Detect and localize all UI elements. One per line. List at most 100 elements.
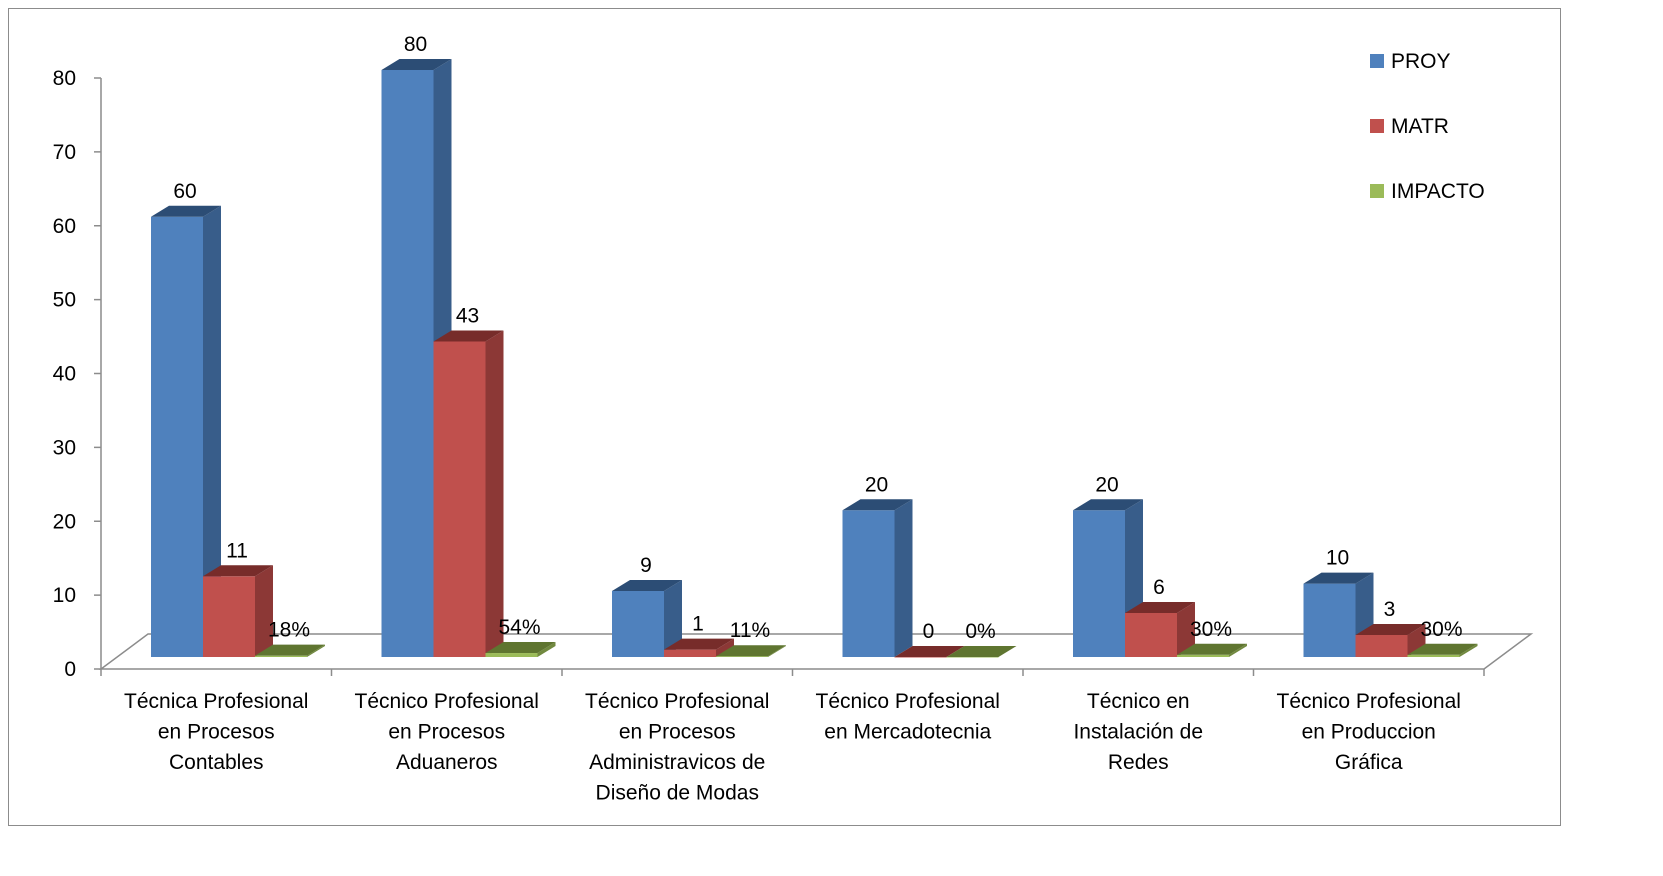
data-label-matr: 43 bbox=[456, 304, 479, 327]
category-label-line: Gráfica bbox=[1335, 751, 1403, 774]
y-tick-label: 70 bbox=[53, 141, 76, 164]
bar-matr bbox=[433, 341, 486, 657]
bar-top-impacto bbox=[946, 646, 1017, 657]
data-label-matr: 1 bbox=[692, 613, 704, 636]
bar-side-proy bbox=[894, 499, 913, 657]
bar-side-impacto bbox=[537, 642, 556, 657]
category-label: Técnico Profesional en Mercadotecnia bbox=[816, 690, 1000, 744]
y-tick-label: 20 bbox=[53, 510, 76, 533]
bar-top-impacto bbox=[1177, 643, 1247, 655]
data-label-proy: 20 bbox=[865, 473, 888, 496]
data-label-impacto: 30% bbox=[1190, 618, 1232, 641]
data-label-impacto: 54% bbox=[498, 616, 540, 639]
y-tick-label: 0 bbox=[64, 658, 76, 681]
legend-swatch-matr bbox=[1370, 119, 1384, 133]
data-label-impacto: 11% bbox=[730, 619, 770, 642]
y-tick-label: 10 bbox=[53, 584, 76, 607]
legend-swatch-impacto bbox=[1370, 184, 1384, 198]
category-label: Técnico Profesional en Procesos Aduaneros bbox=[355, 690, 539, 774]
legend-label-matr: MATR bbox=[1391, 115, 1449, 138]
category-label-line: Técnico Profesional bbox=[1277, 690, 1461, 713]
bar-top-matr bbox=[433, 330, 504, 342]
bar-proy bbox=[1073, 510, 1125, 657]
bar-side-impacto bbox=[307, 644, 325, 657]
bar-matr bbox=[664, 649, 716, 657]
category-label-line: Técnico Profesional bbox=[585, 690, 769, 713]
bar-side-impacto bbox=[768, 645, 786, 657]
y-tick-label: 50 bbox=[53, 289, 76, 312]
category-label-line: en Produccion bbox=[1302, 721, 1436, 744]
bar-top-proy bbox=[842, 499, 913, 511]
legend-label-impacto: IMPACTO bbox=[1391, 180, 1485, 203]
bar-top-matr bbox=[1355, 623, 1426, 635]
bar-side-impacto bbox=[1459, 643, 1478, 657]
data-label-impacto: 0% bbox=[965, 620, 995, 643]
bar-proy bbox=[381, 70, 434, 657]
bar-proy bbox=[842, 510, 895, 657]
bar-matr bbox=[1125, 612, 1177, 657]
bar-side-matr bbox=[255, 565, 273, 657]
bar-top-matr bbox=[664, 638, 734, 650]
data-label-proy: 80 bbox=[404, 33, 427, 56]
data-label-proy: 60 bbox=[173, 180, 196, 203]
y-tick-label: 60 bbox=[53, 215, 76, 238]
data-label-proy: 9 bbox=[640, 554, 652, 577]
bar-side-impacto bbox=[1229, 643, 1247, 657]
category-label-line: Técnico Profesional bbox=[816, 690, 1000, 713]
category-label: Técnico Profesional en Produccion Gráfica bbox=[1277, 690, 1461, 774]
bar-impacto bbox=[1407, 654, 1460, 657]
data-label-proy: 10 bbox=[1326, 547, 1349, 570]
bar-proy bbox=[151, 216, 203, 657]
y-tick-label: 30 bbox=[53, 436, 76, 459]
bar-side-matr bbox=[1177, 601, 1195, 657]
category-label-line: Técnico Profesional bbox=[355, 690, 539, 713]
category-label-line: en Procesos bbox=[388, 721, 505, 744]
bar-side-matr bbox=[716, 638, 734, 657]
data-label-matr: 11 bbox=[226, 539, 248, 562]
category-label-line: Contables bbox=[169, 751, 264, 774]
bar-top-proy bbox=[1303, 572, 1374, 584]
bar-top-proy bbox=[1073, 499, 1143, 511]
y-tick-label: 80 bbox=[53, 67, 76, 90]
bar-impacto bbox=[946, 657, 999, 658]
category-label-line: en Procesos bbox=[158, 721, 275, 744]
data-label-impacto: 30% bbox=[1420, 618, 1462, 641]
bar-top-proy bbox=[151, 205, 221, 217]
bar-proy bbox=[612, 590, 664, 657]
category-label-line: Aduaneros bbox=[396, 751, 498, 774]
category-label: Técnico Profesional en Procesos Administra… bbox=[585, 690, 769, 805]
bar-impacto bbox=[716, 656, 768, 657]
y-tick-label: 40 bbox=[53, 363, 76, 386]
category-label: Técnica Profesional en Procesos Contables bbox=[124, 690, 308, 774]
category-label-line: Técnica Profesional bbox=[124, 690, 308, 713]
bar-side-proy bbox=[203, 205, 221, 657]
category-label-line: Redes bbox=[1108, 751, 1169, 774]
category-label-line: en Procesos bbox=[619, 721, 736, 744]
bar-side-matr bbox=[485, 330, 504, 657]
category-label-line: Instalación de bbox=[1073, 721, 1203, 744]
bar-matr bbox=[894, 657, 947, 658]
bar-top-proy bbox=[612, 579, 682, 591]
category-label-line: Técnico en bbox=[1087, 690, 1190, 713]
bar-top-matr bbox=[1125, 601, 1195, 613]
bar-impacto bbox=[255, 655, 307, 657]
bar-top-impacto bbox=[255, 644, 325, 656]
bar-top-impacto bbox=[716, 645, 786, 657]
legend-label-proy: PROY bbox=[1391, 50, 1451, 73]
bar-matr bbox=[1355, 634, 1408, 657]
category-label-line: Administravicos de bbox=[589, 751, 765, 774]
bar-top-matr bbox=[203, 565, 273, 577]
legend-swatch-proy bbox=[1370, 54, 1384, 68]
bar-proy bbox=[1303, 583, 1356, 657]
bar-top-matr bbox=[894, 646, 965, 657]
chart-frame bbox=[8, 8, 1561, 826]
category-label-line: Diseño de Modas bbox=[596, 782, 759, 805]
data-label-matr: 6 bbox=[1153, 576, 1165, 599]
category-label: Técnico en Instalación de Redes bbox=[1073, 690, 1203, 774]
category-label-line: en Mercadotecnia bbox=[824, 721, 991, 744]
bar-matr bbox=[203, 576, 255, 657]
data-label-impacto: 18% bbox=[268, 619, 310, 642]
bar-impacto bbox=[485, 653, 538, 657]
bar-top-impacto bbox=[1407, 643, 1478, 655]
